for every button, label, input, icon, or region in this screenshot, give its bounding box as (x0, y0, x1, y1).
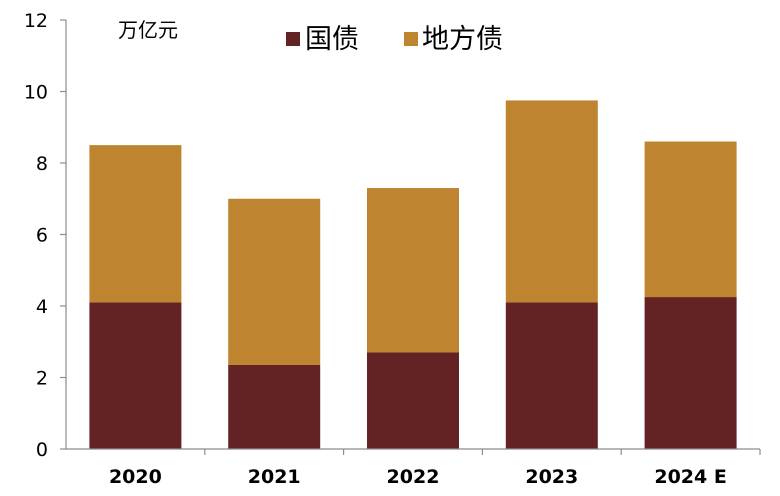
y-tick-label: 4 (36, 296, 48, 318)
legend-label-guozhai: 国债 (305, 24, 359, 55)
x-tick-label: 2021 (248, 466, 301, 488)
x-tick-label: 2024 E (654, 466, 726, 488)
y-tick-label: 2 (36, 368, 48, 390)
y-axis: 0 2 4 6 8 10 12 (24, 10, 67, 461)
bar-guozhai-1 (228, 364, 321, 449)
legend-label-difangzhai: 地方债 (422, 24, 503, 55)
y-tick-label: 0 (36, 439, 48, 461)
x-tick-label: 2020 (109, 466, 162, 488)
x-axis: 2020 2021 2022 2023 2024 E (66, 448, 761, 488)
legend-swatch-difangzhai (404, 32, 418, 46)
bar-difangzhai-3 (505, 100, 598, 303)
bar-guozhai-0 (89, 302, 182, 449)
legend: 国债 地方债 (286, 24, 503, 55)
bar-difangzhai-4 (644, 141, 737, 298)
x-tick-label: 2022 (387, 466, 440, 488)
y-tick-label: 10 (24, 82, 48, 104)
y-axis-unit-label: 万亿元 (118, 18, 178, 42)
bar-guozhai-2 (367, 352, 459, 449)
y-tick-label: 8 (36, 153, 48, 175)
legend-swatch-guozhai (286, 32, 300, 46)
x-tick-label: 2023 (525, 466, 578, 488)
bar-guozhai-3 (505, 302, 598, 449)
bar-difangzhai-2 (367, 188, 459, 353)
y-tick-label: 12 (24, 10, 48, 32)
y-tick-label: 6 (36, 225, 48, 247)
bar-difangzhai-1 (228, 198, 321, 365)
bar-guozhai-4 (644, 297, 737, 449)
bar-difangzhai-0 (89, 145, 182, 303)
bars (89, 100, 737, 449)
